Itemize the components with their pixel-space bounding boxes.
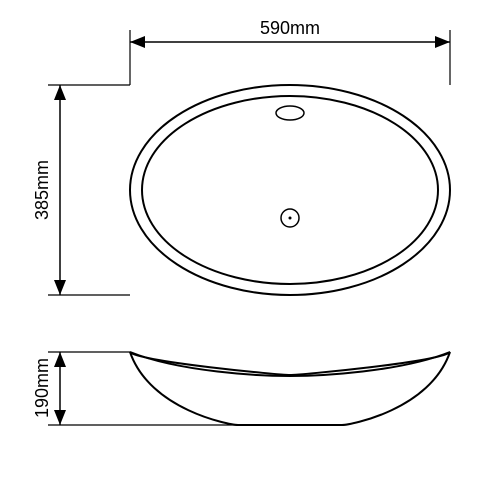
width-dimension: 590mm <box>130 18 450 85</box>
outer-rim-ellipse <box>130 85 450 295</box>
technical-drawing: 590mm 385mm 190mm <box>0 0 500 500</box>
depth-label: 190mm <box>32 358 52 418</box>
overflow-slot <box>276 106 304 120</box>
top-view <box>130 85 450 295</box>
inner-rim-ellipse <box>142 96 438 284</box>
height-dimension: 385mm <box>32 85 130 295</box>
side-view <box>130 352 450 425</box>
width-label: 590mm <box>260 18 320 38</box>
drain-center-dot <box>289 217 292 220</box>
bowl-outline <box>130 352 450 425</box>
height-label: 385mm <box>32 160 52 220</box>
